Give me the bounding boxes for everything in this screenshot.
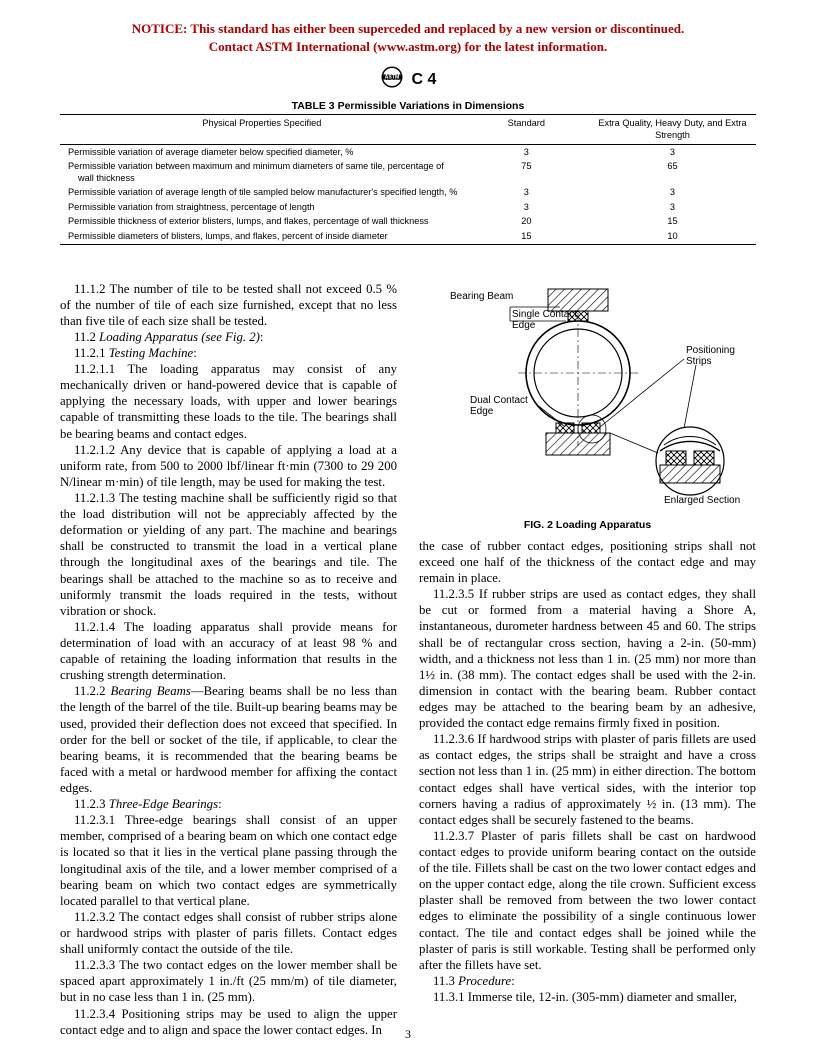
table-row: Permissible thickness of exterior bliste… (60, 215, 756, 230)
para-11-3: 11.3 Procedure: (419, 973, 756, 989)
cell-prop: Permissible variation between maximum an… (60, 160, 464, 186)
cell-ext: 3 (589, 200, 756, 215)
para-11-2-3: 11.2.3 Three-Edge Bearings: (60, 796, 397, 812)
para-11-2-3-3: 11.2.3.3 The two contact edges on the lo… (60, 957, 397, 1005)
para-11-2-1-2: 11.2.1.2 Any device that is capable of a… (60, 442, 397, 490)
para-11-2-3-5: 11.2.3.5 If rubber strips are used as co… (419, 586, 756, 731)
cell-std: 75 (464, 160, 589, 186)
para-11-2: 11.2 Loading Apparatus (see Fig. 2): (60, 329, 397, 345)
cell-prop: Permissible variation from straightness,… (60, 200, 464, 215)
table3-title: TABLE 3 Permissible Variations in Dimens… (60, 100, 756, 112)
document-page: NOTICE: This standard has either been su… (0, 0, 816, 1056)
label-enlarged: Enlarged Section (664, 495, 740, 506)
para-11-2-3-7: 11.2.3.7 Plaster of paris fillets shall … (419, 828, 756, 973)
table3-head-properties: Physical Properties Specified (60, 115, 464, 145)
label-bearing-beam: Bearing Beam (450, 291, 513, 302)
table-row: Permissible variation between maximum an… (60, 160, 756, 186)
para-11-2-2: 11.2.2 Bearing Beams—Bearing beams shall… (60, 683, 397, 796)
table-row: Permissible diameters of blisters, lumps… (60, 229, 756, 244)
figure-2-caption: FIG. 2 Loading Apparatus (419, 519, 756, 532)
cell-ext: 3 (589, 145, 756, 160)
cell-ext: 3 (589, 186, 756, 201)
para-11-2-3-6: 11.2.3.6 If hardwood strips with plaster… (419, 731, 756, 828)
para-11-2-3-4-cont: the case of rubber contact edges, positi… (419, 538, 756, 586)
cell-std: 3 (464, 186, 589, 201)
para-11-2-1-1: 11.2.1.1 The loading apparatus may consi… (60, 361, 397, 442)
table3: Physical Properties Specified Standard E… (60, 114, 756, 245)
table3-head-standard: Standard (464, 115, 589, 145)
cell-std: 3 (464, 200, 589, 215)
notice-line1: NOTICE: This standard has either been su… (132, 21, 684, 36)
cell-ext: 10 (589, 229, 756, 244)
cell-prop: Permissible thickness of exterior bliste… (60, 215, 464, 230)
label-positioning: Positioning Strips (686, 345, 738, 367)
cell-std: 15 (464, 229, 589, 244)
cell-ext: 15 (589, 215, 756, 230)
cell-prop: Permissible variation of average length … (60, 186, 464, 201)
notice-line2: Contact ASTM International (www.astm.org… (209, 39, 607, 54)
cell-prop: Permissible variation of average diamete… (60, 145, 464, 160)
table3-head-extra: Extra Quality, Heavy Duty, and Extra Str… (589, 115, 756, 145)
notice-banner: NOTICE: This standard has either been su… (60, 20, 756, 55)
para-11-2-1-3: 11.2.1.3 The testing machine shall be su… (60, 490, 397, 619)
cell-ext: 65 (589, 160, 756, 186)
document-number: C 4 (412, 71, 437, 89)
table-row: Permissible variation of average diamete… (60, 145, 756, 160)
cell-std: 3 (464, 145, 589, 160)
figure-2: Bearing Beam Single Contact Edge Dual Co… (419, 281, 756, 532)
cell-prop: Permissible diameters of blisters, lumps… (60, 229, 464, 244)
astm-logo-icon: ASTM ASTM (380, 65, 404, 94)
para-11-2-1: 11.2.1 Testing Machine: (60, 345, 397, 361)
para-11-2-3-2: 11.2.3.2 The contact edges shall consist… (60, 909, 397, 957)
page-number: 3 (0, 1027, 816, 1042)
label-dual-contact: Dual Contact Edge (470, 395, 531, 417)
para-11-2-3-1: 11.2.3.1 Three-edge bearings shall consi… (60, 812, 397, 909)
body-columns: 11.1.2 The number of tile to be tested s… (60, 281, 756, 1038)
cell-std: 20 (464, 215, 589, 230)
para-11-1-2: 11.1.2 The number of tile to be tested s… (60, 281, 397, 329)
para-11-2-1-4: 11.2.1.4 The loading apparatus shall pro… (60, 619, 397, 683)
document-header: ASTM ASTM C 4 (60, 65, 756, 94)
table-row: Permissible variation from straightness,… (60, 200, 756, 215)
svg-text:ASTM: ASTM (384, 75, 399, 81)
table-row: Permissible variation of average length … (60, 186, 756, 201)
para-11-3-1: 11.3.1 Immerse tile, 12-in. (305-mm) dia… (419, 989, 756, 1005)
